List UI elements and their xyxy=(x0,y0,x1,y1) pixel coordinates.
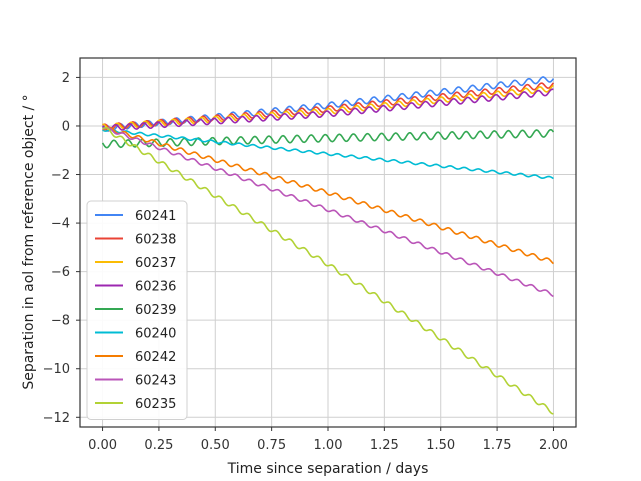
legend-label: 60235 xyxy=(135,397,176,412)
legend-box xyxy=(86,200,188,420)
x-tick-label: 0.75 xyxy=(257,438,286,453)
series-line-60239 xyxy=(101,128,555,149)
x-tick-label: 0.00 xyxy=(88,438,117,453)
x-tick-label: 1.75 xyxy=(483,438,512,453)
series-line-60243 xyxy=(102,126,554,298)
legend: 60241 60238 60237 60236 60239 60240 60242 60243… xyxy=(86,200,188,420)
x-tick-label: 0.50 xyxy=(201,438,230,453)
x-axis-label: Time since separation / days xyxy=(227,461,429,477)
legend-label: 60243 xyxy=(135,374,176,389)
series-line-60235 xyxy=(102,126,554,415)
series-line-60242 xyxy=(102,126,554,265)
series-line-60238 xyxy=(102,82,555,131)
y-tick-label: 2 xyxy=(62,71,70,86)
x-tick-label: 2.00 xyxy=(539,438,568,453)
x-tick-label: 1.50 xyxy=(426,438,455,453)
legend-label: 60240 xyxy=(135,327,176,342)
x-tick-label: 1.00 xyxy=(314,438,343,453)
y-tick-label: −6 xyxy=(51,265,70,280)
legend-label: 60238 xyxy=(135,233,176,248)
series-line-60237 xyxy=(102,84,554,131)
y-tick-label: −8 xyxy=(51,314,70,329)
y-tick-label: −10 xyxy=(43,362,70,377)
legend-label: 60242 xyxy=(135,350,176,365)
legend-label: 60239 xyxy=(135,303,176,318)
y-tick-label: −2 xyxy=(51,168,70,183)
legend-label: 60236 xyxy=(135,280,176,295)
y-axis-label: Separation in aol from reference object … xyxy=(21,94,37,389)
y-tick-label: 0 xyxy=(62,119,70,134)
series-line-60236 xyxy=(102,88,554,132)
series-lines xyxy=(101,76,555,415)
y-tick-label: −4 xyxy=(51,217,70,232)
series-line-60240 xyxy=(102,128,554,180)
legend-label: 60237 xyxy=(135,256,176,271)
y-tick-label: −12 xyxy=(43,411,70,426)
series-line-60241 xyxy=(101,76,555,132)
x-tick-label: 0.25 xyxy=(144,438,173,453)
tick-labels: 0.00 0.25 0.50 0.75 1.00 1.25 1.50 1.75 2.00 2 0 −2… xyxy=(43,71,568,453)
x-tick-label: 1.25 xyxy=(370,438,399,453)
legend-label: 60241 xyxy=(135,209,176,224)
